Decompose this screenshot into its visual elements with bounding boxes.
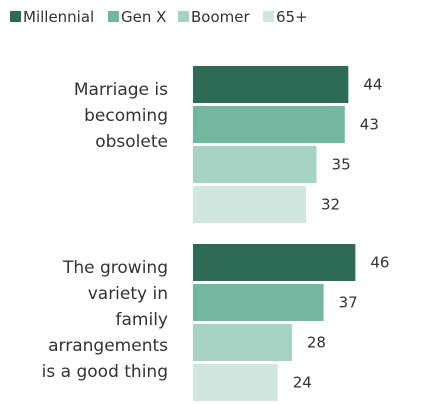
legend: Millennial Gen X Boomer 65+ [10,8,308,26]
category-label-line: Marriage is [74,80,168,100]
legend-swatch [178,11,189,22]
legend-label: Boomer [191,8,250,26]
bar-gen-x [193,284,324,321]
bar-65 [193,186,306,223]
value-label: 37 [339,294,358,312]
value-label: 44 [363,76,382,94]
category-label-line: obsolete [95,132,168,152]
category-label: The growing variety in family arrangements i… [42,258,168,382]
legend-label: Millennial [23,8,94,26]
legend-item-gen-x: Gen X [108,8,166,26]
category-label-line: variety in [88,284,168,304]
category-label-line: is a good thing [42,362,168,382]
category-labels: Marriage is becoming obsolete The growing va… [42,80,168,382]
bar-65 [193,364,278,401]
value-label: 43 [360,116,379,134]
legend-swatch [10,11,21,22]
bars [193,66,356,401]
value-labels: 44 43 35 32 46 37 28 24 [293,76,390,392]
bar-boomer [193,324,292,361]
legend-item-millennial: Millennial [10,8,94,26]
category-label-line: family [116,310,168,330]
legend-item-boomer: Boomer [178,8,250,26]
legend-label: Gen X [121,8,166,26]
category-label: Marriage is becoming obsolete [74,80,168,152]
bar-boomer [193,146,317,183]
category-label-line: The growing [62,258,168,278]
value-label: 32 [321,196,340,214]
legend-swatch [263,11,274,22]
bar-millennial [193,66,349,103]
value-label: 24 [293,374,312,392]
category-label-line: arrangements [48,336,168,356]
bar-millennial [193,244,356,281]
legend-swatch [108,11,119,22]
legend-label: 65+ [276,8,308,26]
value-label: 46 [370,254,389,272]
category-label-line: becoming [84,106,168,126]
value-label: 35 [332,156,351,174]
legend-item-65: 65+ [263,8,308,26]
bar-gen-x [193,106,345,143]
value-label: 28 [307,334,326,352]
